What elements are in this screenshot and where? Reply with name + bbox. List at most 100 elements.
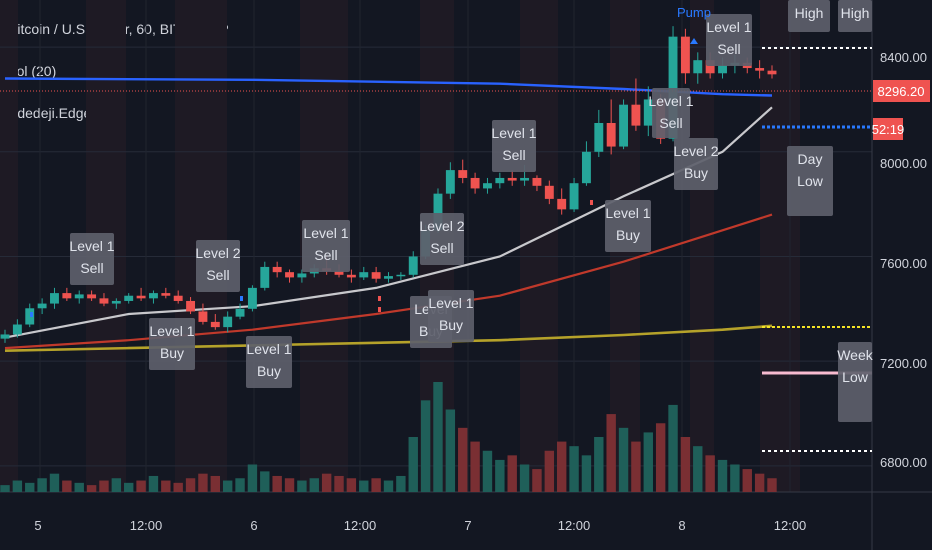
candle-body[interactable] [520,177,530,181]
annotation-label-text: Sell [659,115,682,131]
candle-body[interactable] [297,273,307,278]
volume-bar [321,473,332,492]
time-axis-tick: 8 [678,518,685,533]
candle-body[interactable] [557,198,567,210]
volume-bar [668,404,678,492]
volume-bar [742,469,752,492]
candle-body[interactable] [445,170,455,194]
volume-bar [210,475,221,492]
candle-body[interactable] [186,300,196,312]
annotation-label-box [302,220,350,272]
volume-bar [49,473,60,492]
candle-body[interactable] [12,324,22,335]
volume-bar [532,469,542,492]
indicator-legend[interactable]: Adedeji.Edge [8,105,92,121]
candle-body[interactable] [161,293,171,296]
candle-body[interactable] [25,308,35,325]
candle-body[interactable] [87,294,97,299]
candle-body[interactable] [235,308,245,317]
candle-body[interactable] [507,177,517,181]
candle-body[interactable] [173,295,183,301]
annotation-label-box [838,342,872,422]
candle-body[interactable] [433,193,443,231]
candle-body[interactable] [606,123,616,147]
candle-body[interactable] [74,294,84,299]
candle-body[interactable] [210,321,220,328]
volume-bar [222,480,233,492]
volume-bar [544,450,555,492]
candle-body[interactable] [99,298,109,304]
candle-body[interactable] [569,183,579,210]
candle-body[interactable] [693,60,703,74]
candle-body[interactable] [247,287,257,309]
volume-bar [86,485,97,492]
volume-legend[interactable]: Vol (20) [8,63,57,79]
candle-body[interactable] [495,177,505,184]
candle-body[interactable] [408,256,418,275]
annotation-label-text: High [795,5,824,21]
candle-body[interactable] [544,185,554,199]
candle-body[interactable] [37,303,47,309]
candle-body[interactable] [198,311,208,322]
volume-bar [693,446,703,492]
candle-body[interactable] [62,293,72,299]
volume-bar [408,437,418,492]
annotation-label-text: Level 2 [195,245,240,261]
candle-body[interactable] [705,60,715,74]
candle-body[interactable] [148,293,158,299]
annotation-label-text: Buy [616,227,640,243]
candle-body[interactable] [111,300,121,304]
candle-body[interactable] [458,170,468,178]
candle-body[interactable] [0,334,10,339]
countdown-value: 52:19 [872,122,905,137]
candle-body[interactable] [532,177,542,186]
candle-body[interactable] [594,123,604,152]
volume-bar [185,478,196,492]
candle-body[interactable] [643,99,653,126]
price-axis-tick: 7600.00 [880,256,927,271]
annotation-label-text: Week [837,347,874,363]
candle-body[interactable] [470,177,480,189]
annotation-label-box [652,88,690,138]
annotation-label-text: Level 1 [648,93,693,109]
pump-marker [690,38,698,44]
annotation-label-box [674,138,718,190]
annotation-label-box [838,0,872,32]
candle-body[interactable] [124,295,134,301]
annotation-label-box [788,0,830,32]
candle-body[interactable] [668,36,678,139]
candle-body[interactable] [285,272,294,278]
candle-body[interactable] [396,274,406,277]
candle-body[interactable] [767,70,777,75]
candle-body[interactable] [755,68,765,71]
candle-body[interactable] [371,272,381,279]
candle-body[interactable] [334,270,344,275]
candle-body[interactable] [272,266,282,273]
volume-bar [618,427,629,492]
candle-body[interactable] [483,183,492,189]
candle-body[interactable] [260,266,270,288]
candle-body[interactable] [631,104,641,126]
volume-bar [754,473,765,492]
annotation-label-text: Buy [160,345,184,361]
candle-body[interactable] [680,36,690,74]
annotation-label-text: Low [797,173,824,189]
candle-body[interactable] [718,65,727,74]
candle-body[interactable] [50,293,59,304]
candle-body[interactable] [136,295,146,299]
candle-body[interactable] [581,151,591,184]
time-axis-tick: 7 [464,518,471,533]
volume-bar [396,475,406,492]
candle-body[interactable] [359,272,369,278]
volume-bar [680,437,691,492]
candle-body[interactable] [619,104,629,147]
annotation-label-text: Low [842,369,869,385]
volume-bar [136,480,146,492]
volume-bar [420,400,431,492]
candle-body[interactable] [223,316,233,328]
candle-body[interactable] [384,276,393,279]
candle-body[interactable] [346,274,356,278]
session-band [520,0,558,492]
time-axis-tick: 12:00 [558,518,591,533]
